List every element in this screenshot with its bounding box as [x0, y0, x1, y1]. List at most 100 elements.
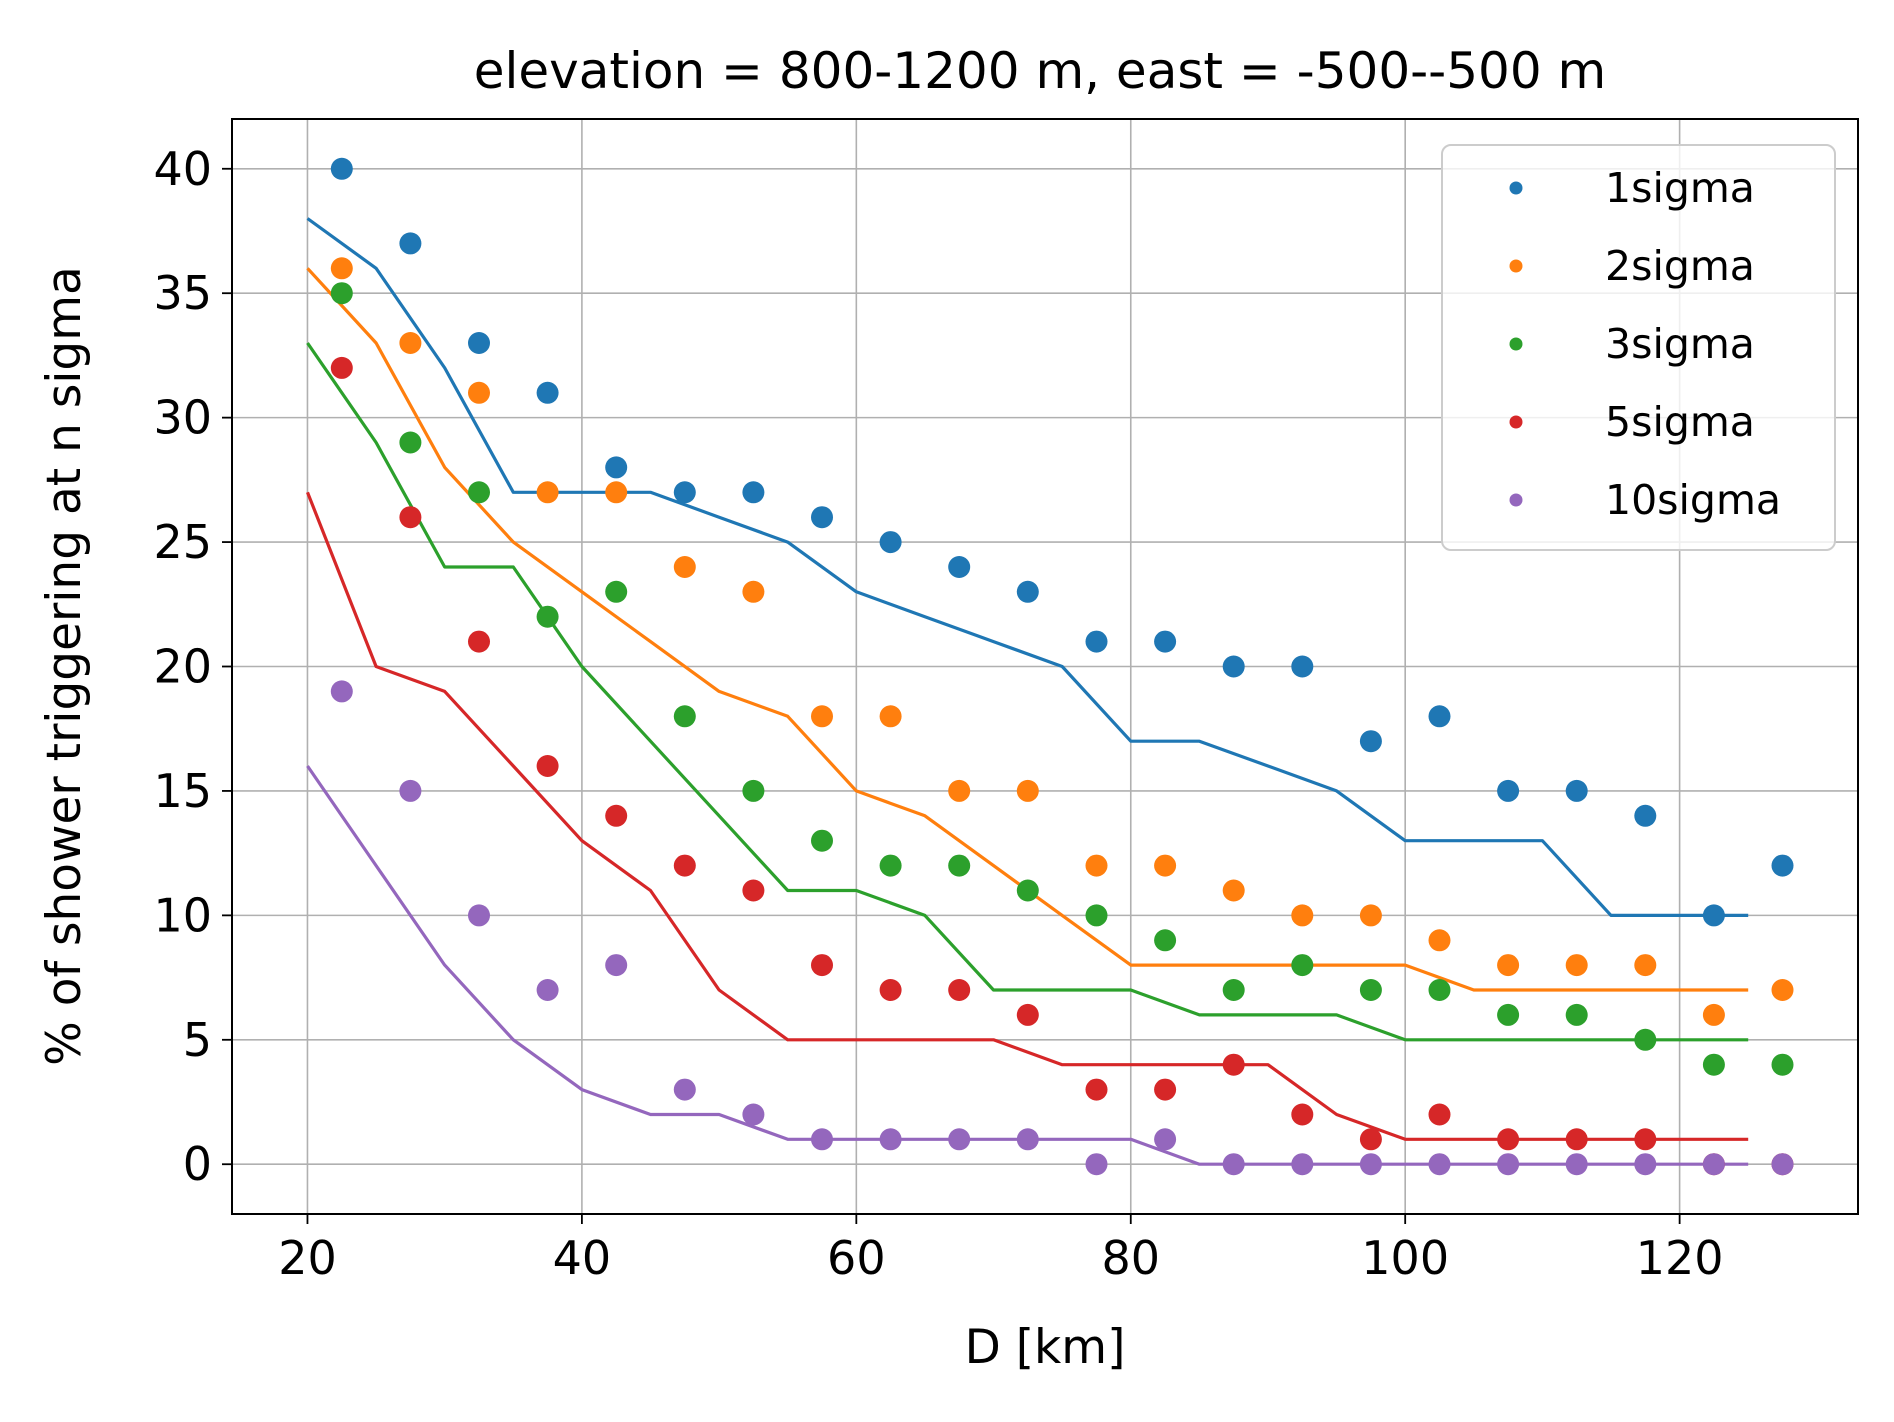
data-point-2sigma: [1291, 904, 1314, 927]
data-point-5sigma: [1359, 1128, 1382, 1151]
data-point-2sigma: [1771, 979, 1794, 1001]
plot-frame: [231, 118, 1859, 1215]
data-point-10sigma: [948, 1128, 971, 1151]
chart-title: elevation = 800-1200 m, east = -500--500…: [474, 42, 1607, 100]
data-point-10sigma: [1359, 1153, 1382, 1176]
data-point-3sigma: [1291, 954, 1314, 977]
data-point-1sigma: [879, 531, 902, 554]
data-point-3sigma: [1771, 1053, 1794, 1076]
data-point-10sigma: [811, 1128, 833, 1151]
data-point-1sigma: [948, 556, 971, 578]
data-point-1sigma: [1634, 804, 1657, 827]
data-point-5sigma: [536, 755, 559, 777]
x-tick-label: 40: [553, 1231, 612, 1285]
data-point-1sigma: [1702, 904, 1725, 927]
data-point-2sigma: [811, 705, 833, 728]
data-point-3sigma: [1428, 979, 1451, 1001]
legend-marker-3sigma: [1509, 337, 1523, 351]
data-point-2sigma: [330, 257, 353, 280]
data-point-2sigma: [605, 481, 628, 504]
data-point-10sigma: [1771, 1153, 1794, 1176]
data-point-10sigma: [399, 779, 422, 802]
data-point-2sigma: [1085, 854, 1108, 877]
data-point-1sigma: [1565, 779, 1588, 802]
data-point-5sigma: [1497, 1128, 1520, 1151]
data-point-2sigma: [1154, 854, 1177, 877]
data-point-10sigma: [1497, 1153, 1520, 1176]
data-point-1sigma: [1085, 630, 1108, 653]
data-point-3sigma: [811, 829, 833, 852]
data-point-3sigma: [1497, 1003, 1520, 1026]
data-point-1sigma: [742, 481, 765, 504]
y-tick-label: 25: [153, 515, 212, 569]
data-point-1sigma: [605, 456, 628, 479]
data-point-1sigma: [1497, 779, 1520, 802]
data-point-1sigma: [1428, 705, 1451, 728]
data-point-1sigma: [1359, 730, 1382, 753]
legend-label-1sigma: 1sigma: [1605, 164, 1755, 212]
data-point-1sigma: [468, 332, 490, 354]
data-point-3sigma: [1634, 1028, 1657, 1051]
data-point-1sigma: [1222, 655, 1245, 678]
data-point-2sigma: [1428, 929, 1451, 952]
legend-label-10sigma: 10sigma: [1605, 476, 1781, 524]
data-point-5sigma: [673, 854, 696, 877]
y-tick-label: 15: [153, 764, 212, 818]
data-point-3sigma: [1085, 904, 1108, 927]
data-point-2sigma: [1634, 954, 1657, 977]
data-point-2sigma: [1565, 954, 1588, 977]
data-point-10sigma: [536, 979, 559, 1001]
data-point-10sigma: [742, 1103, 765, 1126]
data-point-5sigma: [330, 356, 353, 379]
y-tick-label: 35: [153, 266, 212, 320]
data-point-5sigma: [811, 954, 833, 977]
data-point-10sigma: [1154, 1128, 1177, 1151]
data-point-5sigma: [1565, 1128, 1588, 1151]
y-axis-label: % of shower triggering at n sigma: [37, 266, 92, 1066]
data-point-2sigma: [879, 705, 902, 728]
data-point-1sigma: [1016, 580, 1039, 603]
y-tick-label: 5: [183, 1013, 212, 1067]
legend-marker-5sigma: [1509, 415, 1523, 429]
data-point-5sigma: [1085, 1078, 1108, 1101]
data-point-2sigma: [399, 332, 422, 354]
data-point-3sigma: [1565, 1003, 1588, 1026]
data-point-5sigma: [1222, 1053, 1245, 1076]
legend-label-5sigma: 5sigma: [1605, 398, 1755, 446]
y-tick-label: 20: [153, 640, 212, 694]
legend-label-2sigma: 2sigma: [1605, 242, 1755, 290]
data-point-5sigma: [879, 979, 902, 1001]
data-point-1sigma: [673, 481, 696, 504]
data-point-3sigma: [399, 431, 422, 454]
axis-ticks: 20 40 60 80 100 120 0 5 10 15 20 25 30 35 40: [153, 142, 1723, 1285]
data-point-3sigma: [1222, 979, 1245, 1001]
x-tick-label: 100: [1361, 1231, 1449, 1285]
data-point-10sigma: [1085, 1153, 1108, 1176]
data-point-10sigma: [1634, 1153, 1657, 1176]
data-point-1sigma: [811, 506, 833, 529]
data-point-5sigma: [1291, 1103, 1314, 1126]
data-point-10sigma: [1428, 1153, 1451, 1176]
data-point-10sigma: [1565, 1153, 1588, 1176]
data-point-5sigma: [948, 979, 971, 1001]
legend-marker-10sigma: [1509, 493, 1523, 507]
data-point-10sigma: [673, 1078, 696, 1101]
x-axis-label: D [km]: [965, 1320, 1126, 1375]
data-point-1sigma: [536, 381, 559, 404]
data-point-1sigma: [1291, 655, 1314, 678]
data-point-10sigma: [1291, 1153, 1314, 1176]
data-point-3sigma: [1359, 979, 1382, 1001]
data-point-10sigma: [879, 1128, 902, 1151]
legend-marker-2sigma: [1509, 259, 1523, 273]
data-point-2sigma: [1359, 904, 1382, 927]
series-points: [330, 157, 1794, 1176]
data-point-1sigma: [330, 157, 353, 180]
data-point-10sigma: [1016, 1128, 1039, 1151]
data-point-3sigma: [879, 854, 902, 877]
data-point-10sigma: [605, 954, 628, 977]
data-point-3sigma: [468, 481, 490, 504]
data-point-3sigma: [673, 705, 696, 728]
data-point-5sigma: [1016, 1003, 1039, 1026]
y-tick-label: 40: [153, 142, 212, 196]
